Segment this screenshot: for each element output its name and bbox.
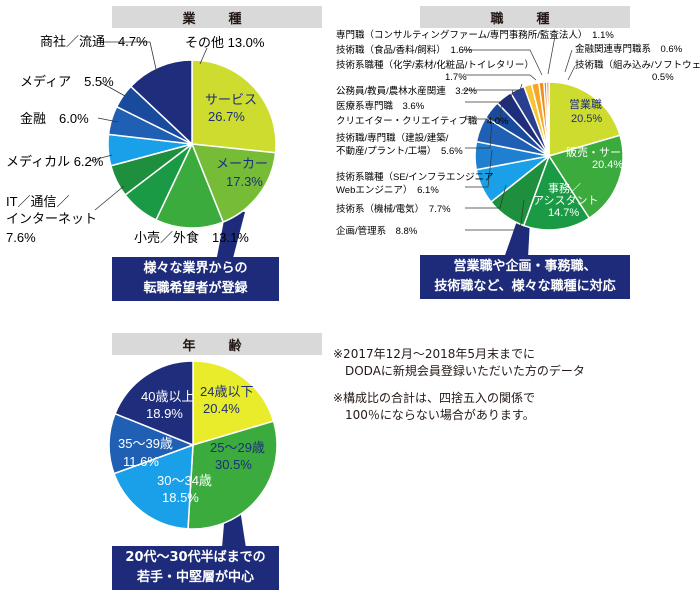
occupation-leader-lines [462,35,576,231]
occ-label-planning: 企画/管理系 8.8% [336,225,418,237]
label-it-2: インターネット [6,211,97,226]
age-slice-0 [192,360,275,447]
industry-header: 業 種 [112,6,322,28]
industry-leader-lines [89,41,208,211]
occupation-callout-line-2: 技術職など、様々な職種に対応 [434,279,616,294]
industry-labels: 商社／流通 4.7% メディア 5.5% 金融 6.0% メディカル 6.2% … [6,34,268,245]
industry-slice-0 [191,59,277,154]
age-slice-3 [108,412,196,475]
occ-label-creator: クリエイター・クリエイティブ職 4.0% [336,115,509,127]
occ-label-jimu-val: 14.7% [548,207,579,219]
label-retail: 小売／外食 13.1% [134,230,249,245]
footnote-1: ※2017年12月～2018年5月末までに DODAに新規会員登録いただいた方の… [333,347,585,378]
industry-callout-pointer [216,210,245,262]
occ-label-construction-a: 技術職/専門職（建設/建築/ [336,132,449,144]
label-maker-val: 17.3% [226,174,263,189]
label-media: メディア 5.5% [20,74,114,89]
occ-label-embedded: 技術職（組み込み/ソフトウェア） [575,59,700,71]
industry-callout: 様々な業界からの 転職希望者が登録 [112,257,279,301]
age-label-25: 25～29歳 [210,440,265,455]
occ-label-hanbai-val: 20.4% [592,159,623,171]
age-callout-line-1: 20代～30代半ばまでの [125,550,266,565]
age-label-24: 24歳以下 [200,384,253,399]
label-it-1: IT／通信／ [6,194,70,209]
age-label-40: 40歳以上 [141,389,194,404]
age-callout: 20代～30代半ばまでの 若手・中堅層が中心 [112,546,279,590]
label-service: サービス [205,92,257,107]
age-label-25-val: 30.5% [215,457,252,472]
age-label-35-val: 11.6% [123,454,159,469]
industry-slice-8 [129,59,193,146]
occ-label-machine: 技術系（機械/電気） 7.7% [336,203,451,215]
age-callout-line-2: 若手・中堅層が中心 [136,570,254,585]
occupation-callout-line-1: 営業職や企画・事務職、 [453,259,597,274]
age-label-30: 30～34歳 [157,473,212,488]
occ-label-se-a: 技術系職種（SE/インフラエンジニア [336,171,494,183]
label-trading: 商社／流通 4.7% [40,34,148,49]
occ-label-finance: 金融関連専門職系 0.6% [575,43,683,55]
age-pie [108,360,278,530]
occ-label-eigyo: 営業職 [569,97,602,111]
age-slice-1 [187,420,278,530]
label-it-val: 7.6% [6,230,36,245]
occupation-callout-pointer [504,218,530,258]
label-medical: メディカル 6.2% [6,154,104,169]
footnote-2: ※構成比の合計は、四捨五入の関係で 100％にならない場合があります。 [333,391,536,422]
industry-callout-line-1: 様々な業界からの [143,261,248,276]
age-slice-2 [113,443,194,530]
footnotes: ※2017年12月～2018年5月末までに DODAに新規会員登録いただいた方の… [333,346,585,434]
label-other: その他 13.0% [185,35,265,50]
label-finance: 金融 6.0% [20,111,89,126]
occ-label-construction-b: 不動産/プラント/工場） 5.6% [336,145,463,157]
occ-label-se-b: Webエンジニア） 6.1% [336,184,439,196]
age-label-40-val: 18.9% [146,406,183,421]
age-label-30-val: 18.5% [162,490,199,505]
occ-label-public: 公務員/教員/農林水産関連 3.2% [336,85,477,97]
industry-slice-2 [155,142,225,229]
age-label-24-val: 20.4% [203,401,240,416]
age-header: 年 齢 [112,333,322,355]
occ-label-embedded-val: 0.5% [652,72,674,83]
occupation-pie [474,81,624,231]
age-labels: 24歳以下 20.4% 25～29歳 30.5% 30～34歳 18.5% 35… [118,384,265,505]
industry-callout-line-2: 転職希望者が登録 [143,281,248,296]
age-label-35: 35～39歳 [118,436,173,451]
occ-label-hanbai: 販売・サービス職 [566,146,654,159]
occupation-slice-2 [522,154,591,231]
occupation-slice-14 [545,81,550,157]
industry-pie [107,59,277,229]
occupation-labels: 専門職（コンサルティングファーム/専門事務所/監査法人） 1.1% 技術職（食品… [336,29,700,237]
occ-label-jimu-1: 事務／ [548,181,581,195]
occupation-callout: 営業職や企画・事務職、 技術職など、様々な職種に対応 [420,255,630,299]
label-service-val: 26.7% [208,109,245,124]
occupation-slice-0 [548,81,621,158]
occ-label-consulting: 専門職（コンサルティングファーム/専門事務所/監査法人） 1.1% [336,29,614,41]
occ-label-eigyo-val: 20.5% [571,113,602,125]
occupation-header: 職 種 [420,6,630,28]
age-slice-4 [114,360,194,447]
occ-label-jimu-2: アシスタント [533,194,599,207]
occ-label-medical: 医療系専門職 3.6% [336,100,425,112]
industry-slice-1 [190,143,277,223]
occupation-slice-1 [547,134,624,220]
occ-label-chemical-a: 技術系職種（化学/素材/化粧品/トイレタリー） [336,59,534,71]
occ-label-food: 技術職（食品/香料/飼料） 1.6% [336,44,473,56]
label-maker: メーカー [216,156,268,171]
occ-label-chemical-b: 1.7% [445,72,467,83]
